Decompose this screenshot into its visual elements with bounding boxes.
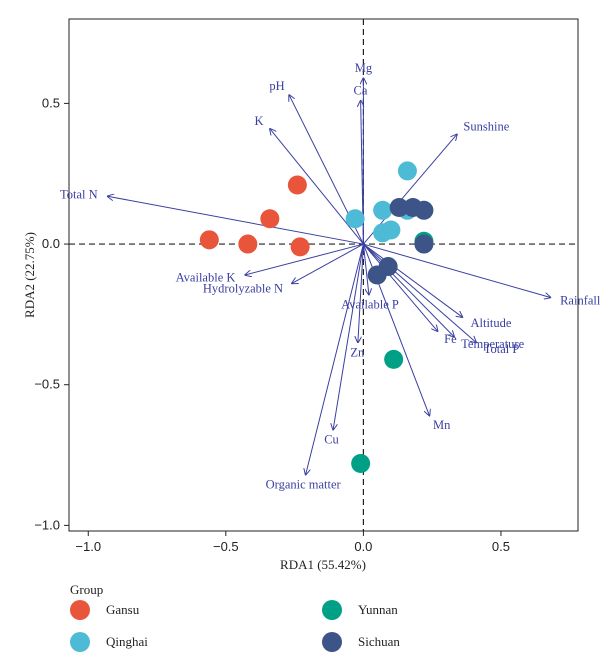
plot-frame — [68, 18, 579, 532]
legend-item-yunnan: Yunnan — [322, 600, 398, 620]
vector-label-rainfall: Rainfall — [560, 293, 600, 307]
y-tick-label: 0.5 — [42, 95, 60, 110]
vector-rainfall — [363, 243, 550, 297]
point-gansu — [260, 209, 280, 229]
vector-organic-matter — [306, 243, 364, 475]
vector-total-p — [363, 243, 476, 342]
point-qinghai — [381, 220, 401, 240]
vector-label-total-p: Total P — [484, 342, 520, 356]
vector-label-temperature: Temperature — [461, 337, 524, 351]
vector-altitude — [363, 243, 462, 317]
vector-label-organic-matter: Organic matter — [266, 477, 342, 491]
x-tick-label: −0.5 — [213, 539, 239, 554]
point-gansu — [290, 237, 310, 257]
point-sichuan — [367, 265, 387, 285]
legend-swatch-yunnan — [322, 600, 342, 620]
vector-total-n — [108, 196, 364, 245]
vector-hydrolyzable-n — [292, 243, 364, 283]
point-gansu — [238, 234, 258, 254]
x-tick-label: −1.0 — [75, 539, 101, 554]
y-axis-title: RDA2 (22.75%) — [22, 232, 37, 318]
y-tick-label: −0.5 — [34, 377, 60, 392]
point-sichuan — [389, 197, 409, 217]
legend-label-qinghai: Qinghai — [106, 634, 148, 649]
vector-label-available-p: Available P — [341, 298, 399, 312]
point-qinghai — [345, 209, 365, 229]
x-tick-label: 0.0 — [354, 539, 372, 554]
point-qinghai — [373, 200, 393, 220]
reference-lines — [69, 19, 578, 531]
vector-label-k: K — [255, 114, 264, 128]
vector-label-altitude: Altitude — [470, 316, 511, 330]
x-axis-title: RDA1 (55.42%) — [280, 557, 366, 572]
point-gansu — [199, 230, 219, 250]
legend-label-sichuan: Sichuan — [358, 634, 400, 649]
vector-label-zn: Zn — [350, 346, 365, 360]
vector-label-hydrolyzable-n: Hydrolyzable N — [203, 281, 283, 295]
vector-label-ph: pH — [269, 79, 284, 93]
vector-k — [270, 129, 364, 245]
point-yunnan — [384, 349, 404, 369]
legend-item-qinghai: Qinghai — [70, 632, 148, 652]
point-sichuan — [414, 234, 434, 254]
x-tick-label: 0.5 — [492, 539, 510, 554]
point-yunnan — [351, 453, 371, 473]
legend-swatch-qinghai — [70, 632, 90, 652]
vector-temperature — [363, 243, 454, 337]
vector-label-available-k: Available K — [176, 271, 236, 285]
point-gansu — [287, 175, 307, 195]
vector-label-mn: Mn — [433, 418, 451, 432]
point-qinghai — [397, 161, 417, 181]
vector-available-p — [362, 244, 369, 295]
vector-label-cu: Cu — [324, 433, 339, 447]
legend-swatch-gansu — [70, 600, 90, 620]
vector-fe — [363, 243, 437, 331]
legend-label-gansu: Gansu — [106, 602, 140, 617]
legend-swatch-sichuan — [322, 632, 342, 652]
axis-ticks: −1.0 −0.5 0.0 0.5 −1.0 −0.5 0.0 0.5 — [34, 95, 510, 554]
vector-label-sunshine: Sunshine — [463, 120, 509, 134]
vector-available-k — [245, 243, 364, 275]
legend-label-yunnan: Yunnan — [358, 602, 398, 617]
legend-title: Group — [70, 582, 104, 597]
vector-zn — [358, 244, 364, 342]
vector-label-mg: Mg — [355, 61, 373, 75]
y-tick-label: −1.0 — [34, 517, 60, 532]
vector-cu — [333, 243, 364, 430]
vector-label-ca: Ca — [354, 84, 368, 98]
vector-label-total-n: Total N — [60, 187, 98, 201]
sample-points — [199, 161, 434, 473]
vector-label-fe: Fe — [444, 332, 457, 346]
legend-item-gansu: Gansu — [70, 600, 139, 620]
y-tick-label: 0.0 — [42, 236, 60, 251]
point-sichuan — [414, 200, 434, 220]
legend-item-sichuan: Sichuan — [322, 632, 400, 652]
